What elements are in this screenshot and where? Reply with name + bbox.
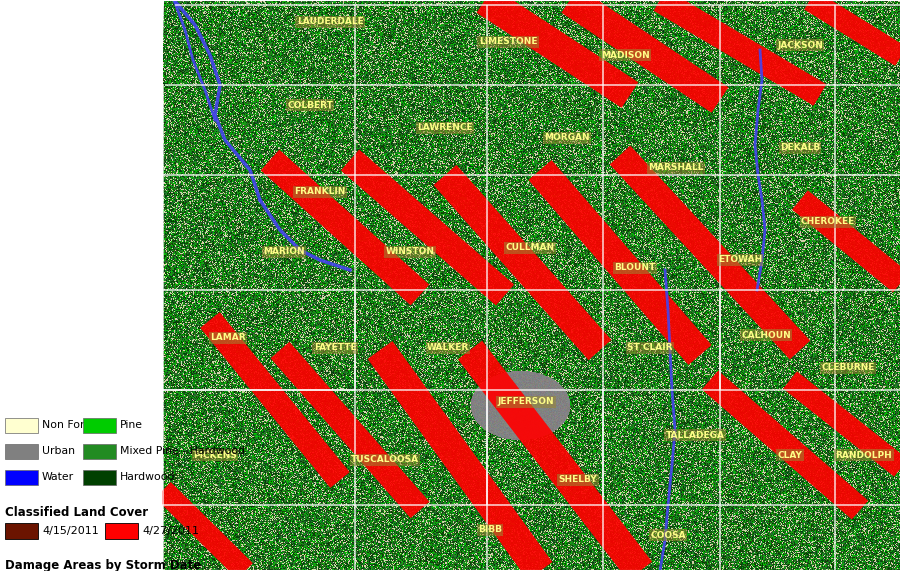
Text: Hardwood: Hardwood [120, 472, 176, 482]
Text: CHEROKEE: CHEROKEE [801, 218, 855, 227]
Text: SHELBY: SHELBY [559, 476, 598, 485]
Text: Classified Land Cover: Classified Land Cover [5, 506, 148, 519]
Text: RANDOLPH: RANDOLPH [835, 451, 893, 460]
Text: CULLMAN: CULLMAN [506, 243, 554, 252]
Text: LIMESTONE: LIMESTONE [479, 38, 537, 46]
Text: CLAY: CLAY [778, 451, 803, 460]
Text: LAUDERDALE: LAUDERDALE [297, 18, 364, 26]
Text: TUSCALOOSA: TUSCALOOSA [351, 456, 419, 464]
Text: BIBB: BIBB [478, 525, 502, 534]
Text: WALKER: WALKER [427, 344, 469, 352]
Text: Urban: Urban [42, 447, 75, 456]
FancyBboxPatch shape [5, 444, 38, 459]
FancyBboxPatch shape [5, 418, 38, 433]
Text: CALHOUN: CALHOUN [741, 331, 791, 340]
Text: MARSHALL: MARSHALL [648, 163, 704, 172]
Text: Damage Areas by Storm Date: Damage Areas by Storm Date [5, 559, 202, 571]
Text: JACKSON: JACKSON [777, 41, 823, 50]
Text: 4/27/2011: 4/27/2011 [142, 526, 199, 536]
FancyBboxPatch shape [83, 444, 116, 459]
Text: CLEBURNE: CLEBURNE [822, 364, 875, 372]
Text: TALLADEGA: TALLADEGA [665, 431, 725, 440]
Text: DEKALB: DEKALB [780, 143, 820, 152]
FancyBboxPatch shape [0, 351, 162, 571]
Text: Pine: Pine [120, 420, 143, 431]
Text: WINSTON: WINSTON [385, 247, 435, 256]
Text: FRANKLIN: FRANKLIN [294, 187, 346, 196]
FancyBboxPatch shape [83, 470, 116, 485]
Text: FAYETTE: FAYETTE [314, 344, 356, 352]
FancyBboxPatch shape [5, 523, 38, 539]
Text: LAMAR: LAMAR [211, 333, 246, 343]
Text: COLBERT: COLBERT [287, 100, 333, 110]
Text: Mixed Pine - Hardwood: Mixed Pine - Hardwood [120, 447, 245, 456]
Text: ETOWAH: ETOWAH [718, 255, 762, 264]
Text: MORGAN: MORGAN [544, 134, 590, 143]
Text: BLOUNT: BLOUNT [615, 263, 655, 272]
FancyBboxPatch shape [5, 470, 38, 485]
Text: MARION: MARION [263, 247, 305, 256]
Text: ST CLAIR: ST CLAIR [627, 344, 673, 352]
Text: Water: Water [42, 472, 74, 482]
Text: MADISON: MADISON [600, 50, 650, 59]
FancyBboxPatch shape [105, 523, 138, 539]
FancyBboxPatch shape [83, 418, 116, 433]
Text: COOSA: COOSA [650, 530, 686, 540]
Text: LAWRENCE: LAWRENCE [418, 123, 472, 132]
Text: JEFFERSON: JEFFERSON [498, 397, 554, 407]
Text: Non Forest: Non Forest [42, 420, 101, 431]
Text: PICKENS: PICKENS [194, 451, 237, 460]
Text: 4/15/2011: 4/15/2011 [42, 526, 99, 536]
